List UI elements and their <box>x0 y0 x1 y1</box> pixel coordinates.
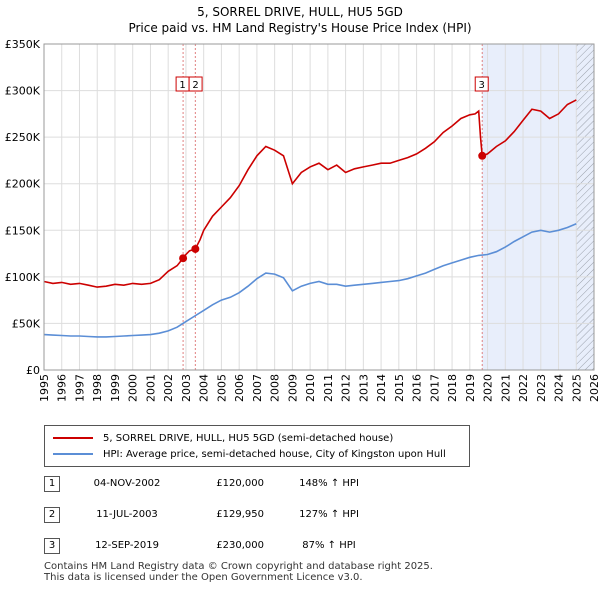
x-tick-label: 2023 <box>535 374 548 402</box>
x-tick-label: 2000 <box>127 374 140 402</box>
legend-swatch-hpi <box>53 453 93 455</box>
sale-number-box <box>474 76 489 92</box>
legend-item-property: 5, SORREL DRIVE, HULL, HU5 5GD (semi-det… <box>53 431 393 445</box>
x-tick-label: 2006 <box>233 374 246 402</box>
x-tick-label: 2011 <box>322 374 335 402</box>
transaction-number: 2 <box>44 507 60 523</box>
x-tick-label: 1995 <box>38 374 51 402</box>
x-tick-label: 2005 <box>215 374 228 402</box>
transaction-row: 2 11-JUL-2003 £129,950 127% ↑ HPI <box>44 507 464 523</box>
x-tick-label: 2003 <box>180 374 193 402</box>
x-tick-label: 2024 <box>553 374 566 402</box>
forecast-hatched-region <box>576 44 594 370</box>
chart-subtitle: Price paid vs. HM Land Registry's House … <box>128 21 472 35</box>
transaction-row: 3 12-SEP-2019 £230,000 87% ↑ HPI <box>44 538 464 554</box>
attribution-line-1: Contains HM Land Registry data © Crown c… <box>44 561 433 572</box>
sale-point <box>478 151 487 160</box>
x-tick-label: 2015 <box>393 374 406 402</box>
x-tick-label: 2017 <box>428 374 441 402</box>
x-tick-label: 2014 <box>375 374 388 402</box>
transaction-row: 1 04-NOV-2002 £120,000 148% ↑ HPI <box>44 476 464 492</box>
x-tick-label: 1996 <box>56 374 69 402</box>
x-tick-label: 2012 <box>340 374 353 402</box>
x-tick-label: 2020 <box>482 374 495 402</box>
x-tick-label: 2022 <box>517 374 530 402</box>
transaction-hpi-change: 87% ↑ HPI <box>302 540 356 551</box>
transaction-hpi-change: 148% ↑ HPI <box>299 478 359 489</box>
x-tick-label: 1997 <box>73 374 86 402</box>
y-tick-label: £300K <box>5 85 41 98</box>
legend-label-property: 5, SORREL DRIVE, HULL, HU5 5GD (semi-det… <box>103 432 394 444</box>
transaction-hpi-change: 127% ↑ HPI <box>299 509 359 520</box>
chart-title: 5, SORREL DRIVE, HULL, HU5 5GD <box>197 5 403 19</box>
y-tick-label: £200K <box>5 178 41 191</box>
x-tick-label: 1999 <box>109 374 122 402</box>
series-line-hpi <box>43 223 577 338</box>
transaction-number: 3 <box>44 538 60 554</box>
sale-number-label: 2 <box>192 80 198 91</box>
x-tick-label: 2008 <box>269 374 282 402</box>
y-tick-label: £150K <box>5 224 41 237</box>
legend-item-hpi: HPI: Average price, semi-detached house,… <box>53 447 446 461</box>
x-tick-label: 2007 <box>251 374 264 402</box>
legend-label-hpi: HPI: Average price, semi-detached house,… <box>103 448 446 460</box>
plot-frame <box>43 43 595 371</box>
post-sale-shaded-region <box>482 44 594 370</box>
x-tick-label: 2016 <box>411 374 424 402</box>
x-tick-label: 2010 <box>304 374 317 402</box>
transaction-price: £120,000 <box>216 478 264 489</box>
transaction-date: 04-NOV-2002 <box>93 478 161 489</box>
x-tick-label: 2019 <box>464 374 477 402</box>
legend-swatch-property <box>53 437 93 439</box>
transaction-price: £129,950 <box>216 509 264 520</box>
y-tick-label: £250K <box>5 131 41 144</box>
chart-title-block: 5, SORREL DRIVE, HULL, HU5 5GD Price pai… <box>0 4 600 36</box>
transaction-date: 12-SEP-2019 <box>95 540 159 551</box>
x-tick-label: 1998 <box>91 374 104 402</box>
x-tick-label: 2018 <box>446 374 459 402</box>
x-tick-label: 2001 <box>144 374 157 402</box>
x-tick-label: 2002 <box>162 374 175 402</box>
y-tick-label: £350K <box>5 38 41 51</box>
y-tick-label: £0 <box>26 364 40 377</box>
sale-number-box <box>188 76 203 92</box>
sale-point <box>179 254 188 263</box>
transaction-price: £230,000 <box>216 540 264 551</box>
x-tick-label: 2004 <box>198 374 211 402</box>
attribution-footer: Contains HM Land Registry data © Crown c… <box>44 561 433 583</box>
x-tick-label: 2026 <box>588 374 600 402</box>
x-tick-label: 2025 <box>570 374 583 402</box>
transaction-number: 1 <box>44 476 60 492</box>
sale-number-label: 1 <box>179 80 185 91</box>
y-tick-label: £100K <box>5 271 41 284</box>
sale-number-label: 3 <box>479 80 485 91</box>
sale-point <box>191 244 200 253</box>
x-tick-label: 2013 <box>357 374 370 402</box>
attribution-line-2: This data is licensed under the Open Gov… <box>44 572 363 583</box>
transaction-date: 11-JUL-2003 <box>96 509 158 520</box>
x-tick-label: 2021 <box>499 374 512 402</box>
x-tick-label: 2009 <box>286 374 299 402</box>
y-tick-label: £50K <box>12 317 41 330</box>
chart-legend: 5, SORREL DRIVE, HULL, HU5 5GD (semi-det… <box>44 425 470 467</box>
